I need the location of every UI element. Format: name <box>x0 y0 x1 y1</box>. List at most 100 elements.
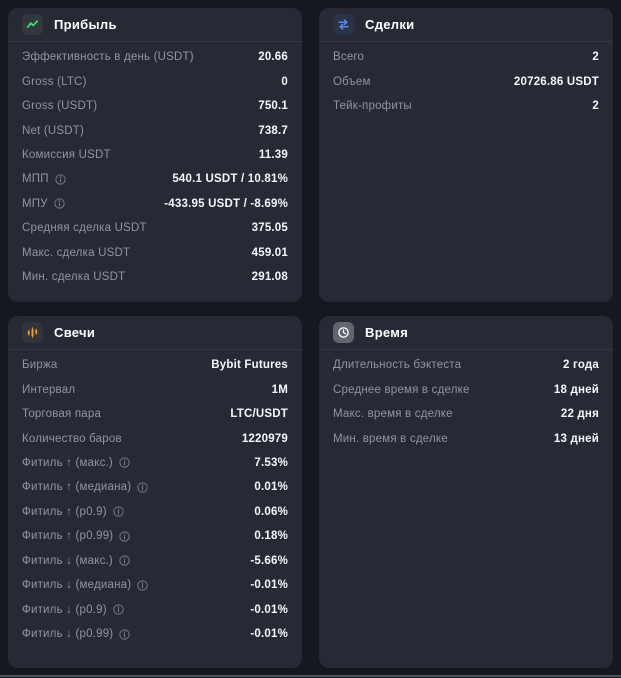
stat-label-text: Фитиль ↓ (медиана) <box>22 579 132 592</box>
stat-label: Фитиль ↓ (p0.99) <box>22 628 131 641</box>
stat-label-text: Среднее время в сделке <box>333 383 470 396</box>
stat-label-text: Мин. время в сделке <box>333 432 448 445</box>
stat-label-text: Средняя сделка USDT <box>22 222 147 235</box>
info-icon[interactable] <box>119 531 131 542</box>
stat-label-text: Фитиль ↑ (p0.9) <box>22 505 107 518</box>
card-trades-rows: Всего 2 Объем 20726.86 USDT Тейк-профиты 2 <box>319 42 613 118</box>
card-profit: Прибыль Эффективность в день (USDT) 20.66… <box>8 8 302 302</box>
stat-row: Количество баров 1220979 <box>22 426 288 450</box>
info-icon[interactable] <box>137 579 148 591</box>
stat-label-text: Интервал <box>22 383 76 396</box>
stat-row: Торговая пара LTC/USDT <box>22 402 288 426</box>
stat-row: Фитиль ↑ (медиана) 0.01% <box>22 475 288 499</box>
stat-value: 1220979 <box>241 432 288 445</box>
stat-row: Фитиль ↑ (p0.99) 0.18% <box>22 524 288 548</box>
stat-value: -5.66% <box>250 554 288 567</box>
stat-label: Всего <box>333 51 364 63</box>
stat-row: Эффективность в день (USDT) 20.66 <box>22 45 288 69</box>
stat-row: Фитиль ↓ (p0.99) -0.01% <box>22 622 288 646</box>
stat-row: Net (USDT) 738.7 <box>22 118 288 142</box>
stat-label: Биржа <box>22 359 57 371</box>
info-icon[interactable] <box>119 628 131 640</box>
stat-label: Средняя сделка USDT <box>22 222 147 234</box>
swap-arrows-icon <box>333 14 354 35</box>
stat-value: 22 дня <box>560 408 599 421</box>
stat-row: МПП 540.1 USDT / 10.81% <box>22 167 288 191</box>
stat-label-text: Всего <box>333 51 365 64</box>
stat-row: Фитиль ↓ (медиана) -0.01% <box>22 573 288 597</box>
stat-label-text: Длительность бэктеста <box>333 359 462 372</box>
card-profit-rows: Эффективность в день (USDT) 20.66 Gross (L… <box>8 42 302 289</box>
stat-value: 11.39 <box>258 148 288 161</box>
stat-value: 375.05 <box>251 222 288 235</box>
stat-value: Bybit Futures <box>211 359 288 372</box>
info-icon[interactable] <box>113 506 124 518</box>
card-time-title: Время <box>365 325 409 340</box>
card-candles-header: Свечи <box>8 316 302 350</box>
stat-value: 20726.86 USDT <box>513 75 599 88</box>
stat-label-text: Объем <box>333 75 371 88</box>
bottom-divider <box>0 675 621 677</box>
stat-row: Макс. время в сделке 22 дня <box>333 402 599 426</box>
stat-label: МПУ <box>22 198 65 210</box>
stat-label: Макс. сделка USDT <box>22 247 130 259</box>
stat-label: Объем <box>333 76 371 88</box>
stat-label-text: Фитиль ↑ (p0.99) <box>22 530 114 543</box>
stat-label: Тейк-профиты <box>333 100 412 112</box>
stat-label-text: МПП <box>22 173 49 186</box>
stat-row: Комиссия USDT 11.39 <box>22 143 288 167</box>
stat-row: Интервал 1M <box>22 377 288 401</box>
stat-label: Эффективность в день (USDT) <box>22 51 194 63</box>
stat-value: 291.08 <box>251 271 288 284</box>
stat-label: Мин. сделка USDT <box>22 271 125 283</box>
stat-row: Среднее время в сделке 18 дней <box>333 377 599 401</box>
stat-row: Объем 20726.86 USDT <box>333 69 599 93</box>
stat-label: Фитиль ↑ (медиана) <box>22 481 148 493</box>
candlestick-icon <box>22 322 43 343</box>
stat-label-text: Тейк-профиты <box>333 100 412 113</box>
card-candles: Свечи Биржа Bybit Futures Интервал 1M Торгов… <box>8 316 302 668</box>
stat-row: Биржа Bybit Futures <box>22 353 288 377</box>
trend-line-icon <box>22 14 43 35</box>
card-trades-header: Сделки <box>319 8 613 42</box>
stat-value: 0 <box>281 75 288 88</box>
stat-value: -0.01% <box>250 628 288 641</box>
info-icon[interactable] <box>113 604 124 615</box>
stat-label: Мин. время в сделке <box>333 433 448 445</box>
info-icon[interactable] <box>54 198 65 210</box>
stat-label: Gross (LTC) <box>22 76 87 88</box>
stat-value: 18 дней <box>553 383 599 396</box>
stat-value: -0.01% <box>250 603 288 616</box>
stat-label-text: Gross (USDT) <box>22 100 98 113</box>
stat-label-text: Биржа <box>22 359 58 372</box>
stat-row: Длительность бэктеста 2 года <box>333 353 599 377</box>
card-time-rows: Длительность бэктеста 2 года Среднее время… <box>319 350 613 451</box>
stat-value: -433.95 USDT / -8.69% <box>164 197 288 210</box>
info-icon[interactable] <box>119 457 130 469</box>
stat-row: Gross (LTC) 0 <box>22 69 288 93</box>
stat-value: 2 <box>592 100 599 113</box>
card-trades: Сделки Всего 2 Объем 20726.86 USDT Тейк-проф… <box>319 8 613 302</box>
stat-label-text: Комиссия USDT <box>22 148 111 161</box>
stat-label: Фитиль ↓ (медиана) <box>22 579 148 591</box>
info-icon[interactable] <box>55 174 66 185</box>
stat-value: 738.7 <box>258 124 288 137</box>
stat-label-text: Фитиль ↓ (p0.99) <box>22 628 114 641</box>
stat-label: Фитиль ↑ (p0.99) <box>22 530 131 543</box>
stat-row: Всего 2 <box>333 45 599 69</box>
stat-label: Фитиль ↑ (p0.9) <box>22 506 124 518</box>
stat-label: Фитиль ↓ (макс.) <box>22 555 130 567</box>
stat-label: Фитиль ↓ (p0.9) <box>22 604 124 616</box>
stat-label-text: Фитиль ↑ (медиана) <box>22 481 132 494</box>
info-icon[interactable] <box>119 555 130 566</box>
stat-label-text: Количество баров <box>22 432 122 445</box>
stat-value: 2 года <box>563 359 599 372</box>
stat-value: 7.53% <box>254 456 288 469</box>
info-icon[interactable] <box>137 482 148 493</box>
stat-label: Фитиль ↑ (макс.) <box>22 457 130 469</box>
card-time-header: Время <box>319 316 613 350</box>
stat-label: Среднее время в сделке <box>333 384 470 396</box>
stat-label: Интервал <box>22 384 75 396</box>
stat-row: Фитиль ↓ (макс.) -5.66% <box>22 549 288 573</box>
